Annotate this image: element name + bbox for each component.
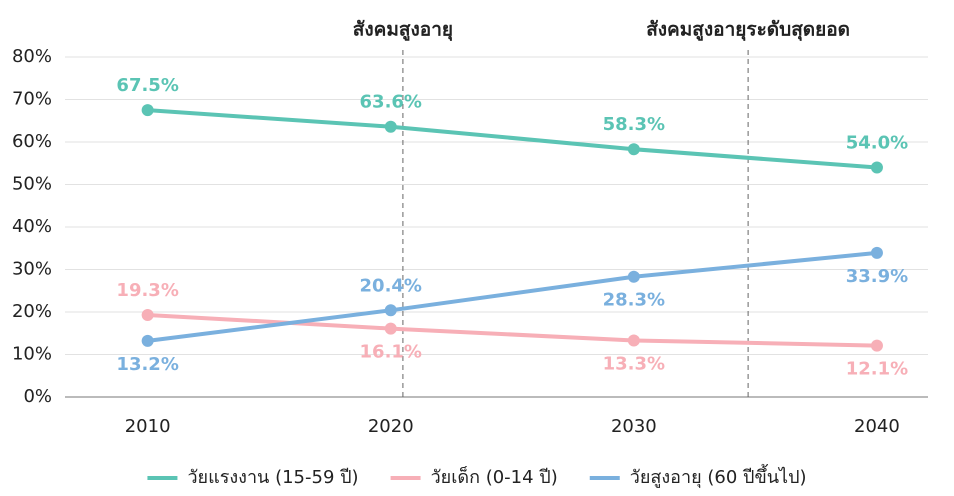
y-tick-label: 0%: [23, 386, 52, 407]
data-label: 33.9%: [846, 266, 908, 287]
data-label: 58.3%: [603, 114, 665, 135]
data-label: 67.5%: [116, 75, 178, 96]
y-tick-label: 40%: [12, 216, 52, 237]
x-tick-label: 2030: [611, 416, 657, 437]
data-point: [870, 161, 883, 174]
data-label: 12.1%: [846, 359, 908, 380]
legend-label: วัยสูงอายุ (60 ปีขึ้นไป): [630, 464, 807, 488]
data-point: [141, 308, 154, 321]
y-tick-label: 50%: [12, 174, 52, 195]
annotation-text: สังคมสูงอายุ: [353, 19, 453, 42]
legend-label: วัยแรงงาน (15-59 ปี): [187, 467, 358, 488]
data-label: 28.3%: [603, 290, 665, 311]
data-label: 19.3%: [116, 280, 178, 301]
annotation-text: สังคมสูงอายุระดับสุดยอด: [646, 19, 850, 42]
y-tick-label: 70%: [12, 89, 52, 110]
series-line: [147, 108, 878, 170]
y-tick-label: 10%: [12, 344, 52, 365]
data-label: 20.4%: [360, 275, 422, 296]
data-point: [141, 334, 154, 347]
data-label: 13.2%: [116, 354, 178, 375]
x-tick-label: 2020: [368, 416, 414, 437]
y-tick-label: 80%: [12, 46, 52, 67]
series-line: [147, 312, 877, 348]
data-label: 16.1%: [360, 342, 422, 363]
data-point: [870, 339, 883, 352]
data-point: [384, 304, 397, 317]
y-tick-label: 30%: [12, 259, 52, 280]
x-tick-label: 2010: [125, 416, 171, 437]
y-tick-label: 60%: [12, 131, 52, 152]
data-point: [870, 246, 883, 259]
y-tick-label: 20%: [12, 301, 52, 322]
data-point: [384, 322, 397, 335]
data-label: 63.6%: [360, 92, 422, 113]
data-label: 54.0%: [846, 133, 908, 154]
data-label: 13.3%: [603, 353, 665, 374]
legend: วัยแรงงาน (15-59 ปี) วัยเด็ก (0-14 ปี) วัย…: [147, 464, 807, 488]
legend-label: วัยเด็ก (0-14 ปี): [431, 465, 558, 488]
data-point: [627, 334, 640, 347]
data-point: [384, 120, 397, 133]
data-point: [627, 143, 640, 156]
series-line: [147, 250, 878, 343]
data-point: [627, 270, 640, 283]
data-point: [141, 104, 154, 117]
x-tick-label: 2040: [854, 416, 900, 437]
